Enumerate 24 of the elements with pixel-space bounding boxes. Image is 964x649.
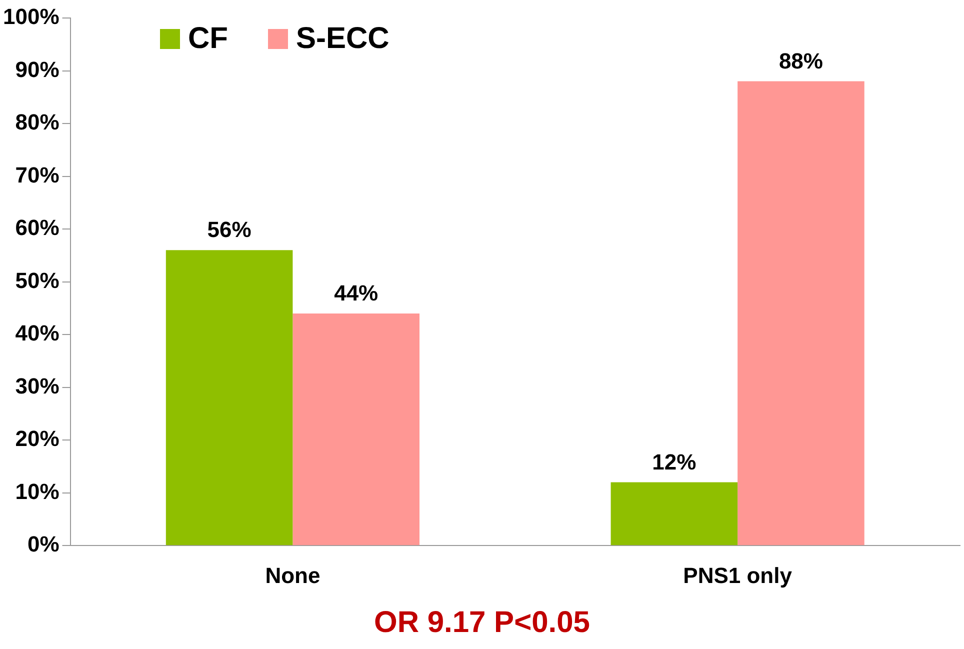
y-tick-label: 100% — [2, 4, 60, 30]
y-tick-label: 20% — [15, 426, 60, 452]
y-tick-label: 10% — [15, 478, 60, 504]
y-tick-label: 60% — [15, 215, 60, 240]
bar — [292, 313, 420, 546]
y-tick-label: 90% — [15, 56, 60, 82]
data-label: 12% — [652, 449, 696, 474]
y-tick-label: 30% — [15, 373, 60, 398]
y-tick-label: 50% — [15, 268, 60, 293]
data-label: 56% — [207, 217, 252, 242]
x-tick-label: None — [265, 562, 320, 588]
data-label: 88% — [778, 48, 823, 74]
x-tick-label: PNS1 only — [683, 562, 793, 588]
bar — [610, 482, 738, 546]
legend-label: S-ECC — [296, 22, 390, 56]
y-tick-label: 40% — [15, 320, 60, 346]
y-tick-label: 70% — [15, 162, 60, 188]
bar — [738, 81, 864, 546]
bar — [166, 250, 293, 546]
legend-label: CF — [188, 22, 228, 56]
y-tick-label: 80% — [15, 110, 60, 135]
y-tick-label: 0% — [27, 532, 60, 557]
text: OR 9.17 P<0.05 — [373, 606, 591, 640]
data-label: 44% — [334, 280, 378, 306]
